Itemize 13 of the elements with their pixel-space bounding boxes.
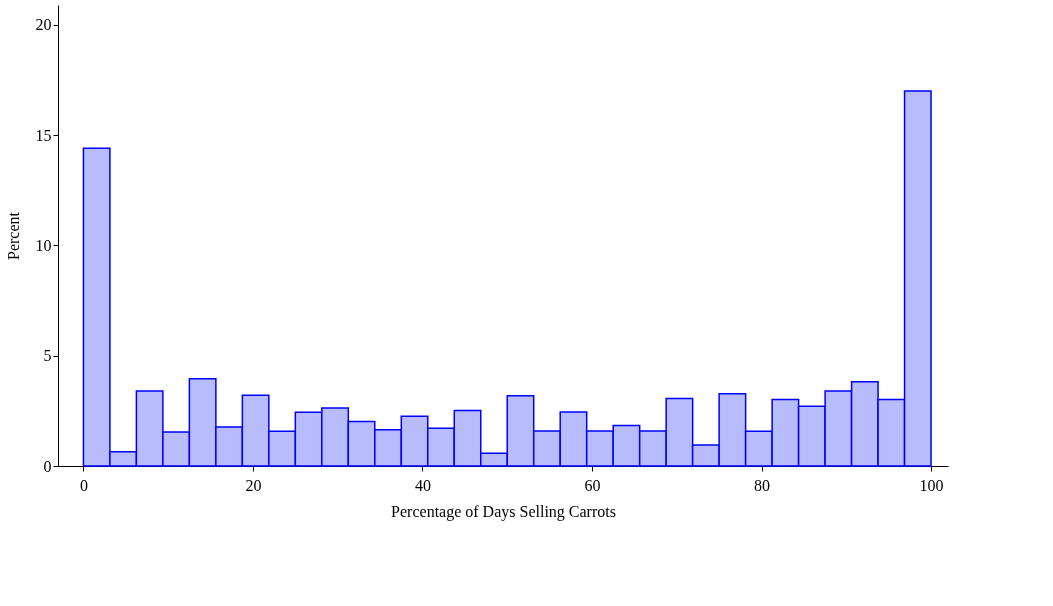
y-tick-label: 15 xyxy=(35,126,52,144)
y-tick-label: 20 xyxy=(35,16,52,34)
y-tick-label: 5 xyxy=(43,347,52,365)
x-tick-label: 80 xyxy=(754,476,771,494)
x-tick-label: 100 xyxy=(919,476,944,494)
x-tick-label: 60 xyxy=(584,476,601,494)
x-tick-label: 0 xyxy=(79,476,88,494)
x-tick-label: 40 xyxy=(414,476,431,494)
x-axis-title: Percentage of Days Selling Carrots xyxy=(391,502,616,521)
y-axis-title: Percent xyxy=(4,211,22,260)
y-tick-label: 0 xyxy=(43,457,52,475)
x-tick-label: 20 xyxy=(245,476,262,494)
y-tick-label: 10 xyxy=(35,236,52,254)
